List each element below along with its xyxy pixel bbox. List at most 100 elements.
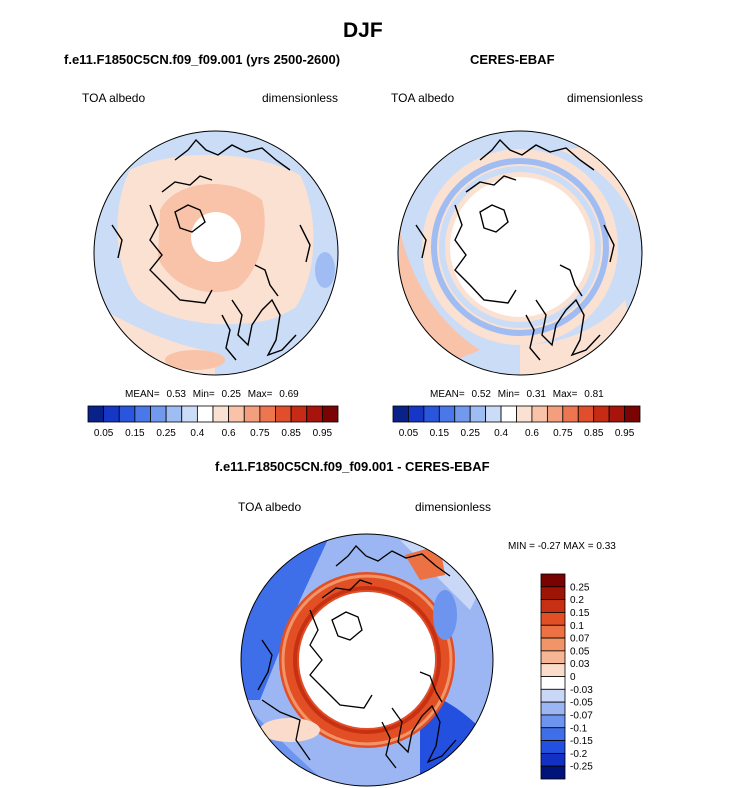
model-colorbar-box (165, 405, 183, 423)
model-colorbar-tick-label: 0.85 (281, 428, 301, 439)
model-mean-value: 0.53 (166, 389, 186, 400)
obs-max-value: 0.81 (584, 389, 604, 400)
obs-colorbar-box (608, 405, 625, 423)
model-colorbar-tick-label: 0.75 (250, 428, 270, 439)
obs-max-label: Max= (552, 389, 578, 400)
model-units-label: dimensionless (262, 91, 339, 105)
obs-colorbar-tick-label: 0.95 (615, 428, 635, 439)
diff-colorbar-box (540, 752, 566, 767)
obs-colorbar-box (423, 405, 440, 423)
obs-colorbar-box (546, 405, 564, 423)
diff-colorbar-box (540, 663, 566, 677)
obs-panel-title: CERES-EBAF (470, 52, 555, 67)
model-mean-label: MEAN= (125, 389, 160, 400)
obs-colorbar-box (531, 405, 548, 423)
obs-colorbar-tick-label: 0.6 (525, 428, 539, 439)
model-colorbar-box (321, 405, 339, 423)
model-colorbar-box (150, 405, 167, 423)
diff-colorbar-tick-label: 0 (570, 672, 576, 683)
obs-colorbar-box (593, 405, 610, 423)
obs-colorbar-tick-label: 0.85 (584, 428, 604, 439)
obs-colorbar-tick-label: 0.75 (553, 428, 573, 439)
model-colorbar-box (103, 405, 120, 423)
diff-units-label: dimensionless (415, 500, 492, 514)
obs-mean-value: 0.52 (471, 389, 491, 400)
model-colorbar-box (196, 405, 214, 423)
model-colorbar-box (212, 405, 230, 423)
obs-colorbar-box (562, 405, 579, 423)
diff-colorbar-box (540, 586, 566, 601)
diff-colorbar-tick-label: -0.1 (570, 723, 588, 734)
obs-mean-label: MEAN= (430, 389, 465, 400)
diff-colorbar-tick-label: -0.03 (570, 685, 593, 696)
diff-colorbar-tick-label: -0.07 (570, 710, 593, 721)
diff-colorbar-box (540, 676, 566, 690)
diff-colorbar-tick-label: 0.07 (570, 634, 590, 645)
model-max-value: 0.69 (279, 389, 299, 400)
diff-colorbar-box (540, 573, 566, 588)
diff-colorbar-box (540, 650, 566, 665)
model-colorbar-box (228, 405, 245, 423)
obs-colorbar-box (577, 405, 595, 423)
obs-colorbar-tick-label: 0.4 (494, 428, 508, 439)
model-variable-label: TOA albedo (82, 91, 146, 105)
obs-colorbar-tick-label: 0.25 (460, 428, 480, 439)
model-colorbar-box (275, 405, 292, 423)
obs-colorbar-box (469, 405, 487, 423)
diff-panel-title: f.e11.F1850C5CN.f09_f09.001 - CERES-EBAF (215, 459, 490, 474)
obs-stats: MEAN= 0.52 Min= 0.31 Max= 0.81 (430, 389, 604, 400)
diff-colorbar-box (540, 599, 566, 613)
model-min-value: 0.25 (221, 389, 241, 400)
diff-colorbar-tick-label: 0.03 (570, 659, 590, 670)
diff-colorbar-box (540, 701, 566, 716)
obs-colorbar-box (438, 405, 456, 423)
obs-colorbar-box (454, 405, 471, 423)
obs-min-value: 0.31 (526, 389, 546, 400)
diff-colorbar-box (540, 727, 566, 741)
diff-colorbar-box (540, 765, 566, 780)
diff-colorbar-tick-label: 0.1 (570, 621, 584, 632)
obs-map-border (397, 130, 643, 376)
model-min-label: Min= (192, 389, 215, 400)
diff-colorbar-tick-label: -0.2 (570, 749, 588, 760)
diff-minmax-text: MIN = -0.27 MAX = 0.33 (508, 541, 616, 552)
model-map (94, 131, 338, 375)
model-colorbar-box (118, 405, 136, 423)
model-map-border (93, 130, 339, 376)
model-colorbar-tick-label: 0.15 (125, 428, 145, 439)
diff-colorbar-box (540, 740, 566, 754)
obs-colorbar-box (500, 405, 517, 423)
model-colorbar-tick-label: 0.05 (94, 428, 114, 439)
diff-map-border (240, 533, 494, 787)
diff-colorbar-tick-label: -0.15 (570, 736, 593, 747)
model-panel-title: f.e11.F1850C5CN.f09_f09.001 (yrs 2500-26… (64, 52, 341, 67)
figure-title: DJF (343, 19, 383, 42)
obs-colorbar: 0.05 0.15 0.25 0.4 0.6 0.75 0.85 0.95 (392, 405, 641, 439)
obs-colorbar-box (408, 405, 425, 423)
model-max-label: Max= (247, 389, 273, 400)
diff-colorbar: 0.250.20.150.10.070.050.030-0.03-0.05-0.… (540, 573, 593, 780)
model-colorbar-box (181, 405, 198, 423)
diff-colorbar-box (540, 688, 566, 703)
model-colorbar-box (87, 405, 105, 423)
model-colorbar-tick-label: 0.6 (222, 428, 236, 439)
diff-colorbar-box (540, 624, 566, 639)
model-colorbar-box (290, 405, 308, 423)
obs-colorbar-box (624, 405, 641, 423)
diff-colorbar-box (540, 637, 566, 652)
obs-colorbar-box (392, 405, 409, 423)
obs-colorbar-tick-label: 0.05 (399, 428, 419, 439)
diff-map (241, 534, 493, 786)
model-colorbar-tick-label: 0.95 (313, 428, 333, 439)
model-colorbar-box (243, 405, 261, 423)
diff-colorbar-box (540, 714, 566, 729)
model-colorbar-tick-label: 0.4 (190, 428, 204, 439)
diff-colorbar-tick-label: 0.25 (570, 582, 590, 593)
obs-map (398, 131, 642, 375)
obs-colorbar-box (516, 405, 533, 423)
model-stats: MEAN= 0.53 Min= 0.25 Max= 0.69 (125, 389, 299, 400)
model-colorbar: 0.05 0.15 0.25 0.4 0.6 0.75 0.85 0.95 (87, 405, 339, 439)
model-colorbar-box (306, 405, 323, 423)
model-colorbar-tick-label: 0.25 (156, 428, 176, 439)
